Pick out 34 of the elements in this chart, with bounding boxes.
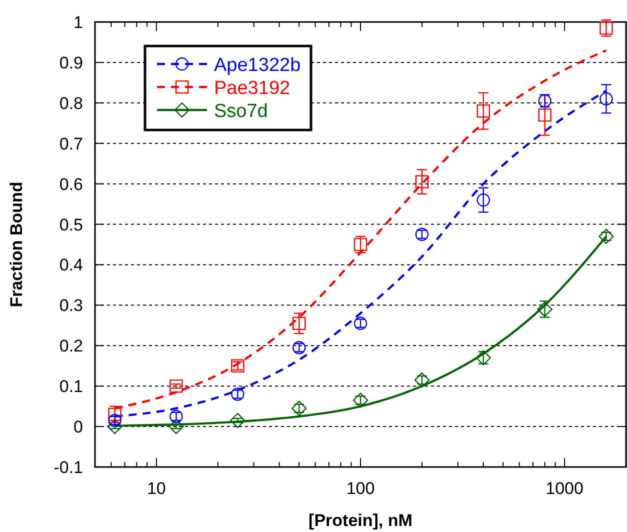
point: [538, 108, 552, 122]
point: [170, 379, 183, 393]
point: [352, 392, 368, 408]
point: [291, 400, 307, 416]
y-tick-label: 0.9: [59, 53, 83, 72]
x-tick-label: 10: [146, 479, 166, 498]
legend-label: Ape1322b: [214, 55, 301, 76]
y-tick-label: 0.3: [59, 296, 83, 316]
y-tick-label: 0.8: [59, 94, 83, 113]
y-tick-label: 0.2: [59, 336, 83, 356]
y-tick-label: 0.1: [59, 377, 83, 396]
y-tick-label: 0: [74, 418, 83, 437]
point: [476, 104, 490, 118]
y-tick-label: 0.5: [59, 215, 83, 234]
x-tick-label: 100: [346, 479, 375, 498]
point: [476, 193, 490, 207]
y-tick-label: 1: [74, 13, 83, 32]
x-axis-title: [Protein], nM: [308, 511, 412, 530]
point: [415, 175, 429, 188]
point: [600, 92, 613, 106]
point: [292, 316, 306, 330]
point: [230, 412, 246, 428]
point: [168, 418, 184, 434]
y-tick-label: 0.7: [59, 134, 83, 154]
y-tick-label: -0.1: [54, 458, 83, 477]
y-tick-label: 0.6: [59, 174, 83, 194]
point: [107, 418, 122, 434]
legend-label: Sso7d: [214, 101, 268, 122]
y-axis-title: Fraction Bound: [7, 182, 26, 308]
legend-label: Pae3192: [214, 78, 290, 99]
y-tick-label: 0.4: [59, 256, 83, 275]
x-tick-label: 1000: [546, 479, 584, 498]
point: [414, 372, 430, 388]
point: [598, 228, 614, 244]
